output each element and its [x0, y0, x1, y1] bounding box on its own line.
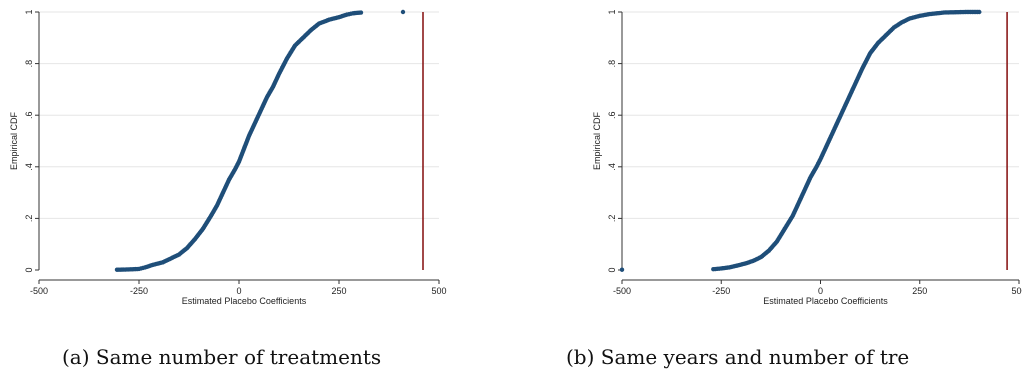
y-tick-label: .6	[24, 111, 34, 119]
data-point	[358, 10, 364, 15]
panel-a: 0 .2 .4 .6 .8 1 -500 -250 0 250 500 Estimated Place…	[9, 9, 447, 306]
y-tick-label: 0	[607, 267, 617, 272]
caption-b: (b) Same years and number of tre	[566, 345, 909, 369]
y-tick-label: .2	[24, 215, 34, 223]
x-tick-label: -500	[613, 286, 631, 296]
y-tick-label: .4	[24, 163, 34, 171]
y-tick-label: .6	[607, 111, 617, 119]
y-tick-label: .8	[607, 60, 617, 68]
x-tick-label: 0	[236, 286, 241, 296]
y-tick-label: .2	[607, 215, 617, 223]
y-axis-label: Empirical CDF	[592, 112, 602, 171]
caption-a: (a) Same number of treatments	[62, 345, 381, 369]
y-axis-label: Empirical CDF	[9, 112, 19, 171]
x-tick-label: -500	[30, 286, 48, 296]
x-tick-label: -250	[130, 286, 148, 296]
y-tick-label: 1	[24, 9, 34, 14]
x-tick-label: 250	[331, 286, 346, 296]
x-tick-label: 500	[431, 286, 446, 296]
x-tick-label: 250	[912, 286, 927, 296]
x-tick-label: 0	[818, 286, 823, 296]
panel-b: 0 .2 .4 .6 .8 1 -500 -250 0 250 500 Estimated Place…	[592, 9, 1022, 306]
y-tick-label: 0	[24, 267, 34, 272]
y-tick-label: .4	[607, 163, 617, 171]
data-point	[619, 267, 625, 272]
data-point	[400, 9, 406, 15]
x-tick-label: -250	[712, 286, 730, 296]
data-point	[977, 9, 982, 15]
x-tick-label: 500	[1011, 286, 1022, 296]
y-tick-label: 1	[607, 9, 617, 14]
x-axis-label: Estimated Placebo Coefficients	[763, 296, 888, 306]
y-tick-label: .8	[24, 60, 34, 68]
x-axis-label: Estimated Placebo Coefficients	[182, 296, 307, 306]
